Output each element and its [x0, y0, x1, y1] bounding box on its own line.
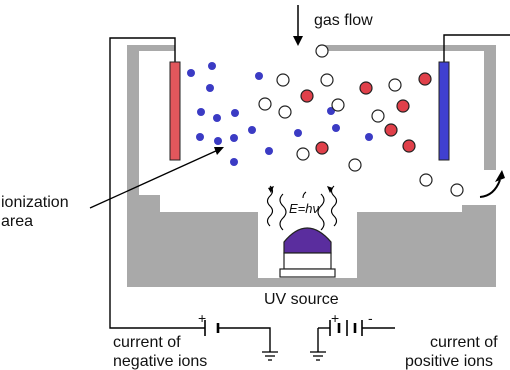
uv-lamp-base [279, 268, 336, 278]
neutral-molecule [371, 109, 385, 123]
neutral-molecule [348, 158, 362, 172]
chamber-top-right [318, 45, 496, 51]
battery-right-minus: - [368, 310, 373, 326]
ionization-area-label-2: area [1, 213, 33, 230]
positive-current-label-1: current of [430, 334, 498, 351]
chamber-top-left [127, 45, 175, 51]
negative-ion [214, 137, 222, 145]
positive-ions [300, 72, 432, 155]
ionization-area-label-1: ionization [1, 194, 69, 211]
negative-ion [332, 124, 340, 132]
battery-right-plus: + [331, 310, 339, 326]
negative-ion [187, 69, 195, 77]
negative-ion [213, 114, 221, 122]
battery-negative-circuit [204, 320, 220, 336]
neutral-molecule [315, 44, 329, 58]
negative-ion [206, 84, 214, 92]
chamber-right-wall [484, 45, 496, 170]
positive-ion [418, 72, 432, 86]
positive-ion [300, 89, 314, 103]
neutral-molecule [278, 105, 292, 119]
chamber-left-base [127, 195, 258, 280]
negative-ion [365, 133, 373, 141]
neutral-molecule [450, 183, 464, 197]
neutral-molecule [276, 73, 290, 87]
positive-ion [396, 99, 410, 113]
chamber-bottom [127, 278, 496, 287]
neutral-molecule [258, 97, 272, 111]
circuit-wires [109, 34, 510, 352]
neutral-molecules [258, 44, 464, 197]
negative-ion [294, 129, 302, 137]
photon-energy-label: E=hν [289, 201, 319, 216]
negative-electrode [169, 61, 181, 161]
neutral-molecule [388, 78, 402, 92]
negative-ion [231, 109, 239, 117]
neutral-molecule [320, 73, 334, 87]
ground-right [310, 351, 326, 361]
negative-ion [248, 126, 256, 134]
negative-ion [230, 134, 238, 142]
gas-flow-arrow [293, 5, 303, 46]
neutral-molecule [331, 98, 345, 112]
chamber-right-wall-lower [484, 205, 496, 287]
positive-ion [315, 141, 329, 155]
ground-left [262, 351, 278, 361]
negative-current-label-1: current of [113, 334, 181, 351]
negative-ion [208, 62, 216, 70]
chamber-right-base [357, 205, 484, 280]
negative-ion [265, 147, 273, 155]
positive-ion [402, 139, 416, 153]
uv-photon-waves [266, 185, 338, 231]
battery-left-plus: + [198, 310, 206, 326]
uv-lamp [279, 227, 336, 278]
negative-current-label-2: negative ions [113, 353, 207, 370]
neutral-molecule [419, 173, 433, 187]
uv-lamp-body [283, 252, 332, 270]
gas-flow-label: gas flow [314, 12, 373, 29]
positive-electrode [438, 61, 450, 161]
negative-ion [197, 108, 205, 116]
battery-positive-circuit [329, 320, 363, 336]
negative-ion [196, 133, 204, 141]
negative-ion [230, 158, 238, 166]
uv-lamp-bulb [283, 227, 332, 254]
positive-current-label-2: positive ions [405, 353, 493, 370]
photon-arrows [268, 186, 333, 193]
positive-ion [384, 123, 398, 137]
ionization-pointer [89, 147, 224, 209]
positive-ion [359, 81, 373, 95]
negative-ion [255, 72, 263, 80]
uv-source-label: UV source [264, 291, 339, 308]
exit-arrow [479, 170, 505, 198]
neutral-molecule [296, 147, 310, 161]
